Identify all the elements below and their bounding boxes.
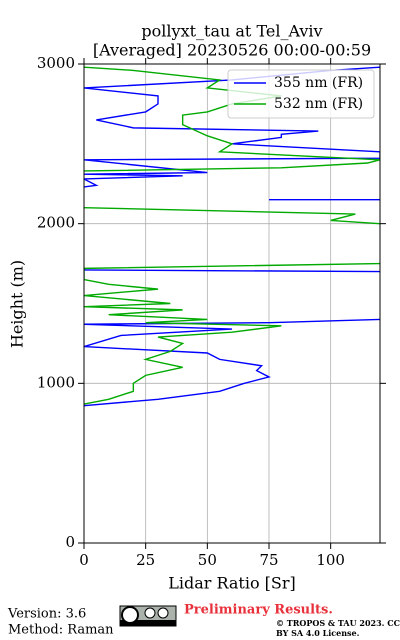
version: Version: 3.6 [7,607,86,622]
y-tick-label: 3000 [37,54,75,72]
x-tick-label: 0 [79,551,89,569]
legend-label: 355 nm (FR) [274,75,363,91]
y-tick-label: 2000 [37,214,75,232]
x-tick-label: 100 [316,551,345,569]
x-tick-label: 50 [198,551,217,569]
y-axis-label: Height (m) [8,260,27,348]
x-axis-label: Lidar Ratio [Sr] [168,574,296,593]
x-tick-label: 75 [259,551,278,569]
status: Preliminary Results. [184,603,333,618]
license: © TROPOS & TAU 2023. CC BY SA 4.0 Licens… [276,618,400,638]
method: Method: Raman [8,623,114,638]
plot-frame [83,63,381,544]
footer: Version: 3.6 Method: Raman Preliminary R… [7,603,400,639]
cc-logo [119,605,177,627]
x-tick-label: 25 [136,551,155,569]
legend-box [227,69,375,119]
chart-title: pollyxt_tau at Tel_Aviv [141,22,322,41]
plot-area [83,63,380,544]
chart-subtitle: [Averaged] 20230526 00:00-00:59 [93,41,371,60]
license-box: © TROPOS & TAU 2023. CC BY SA 4.0 Licens… [276,618,400,638]
y-tick-label: 0 [65,533,75,551]
legend-label: 532 nm (FR) [274,96,363,112]
profile-line [84,66,380,407]
y-tick-label: 1000 [37,373,75,391]
profile-line [84,66,380,405]
